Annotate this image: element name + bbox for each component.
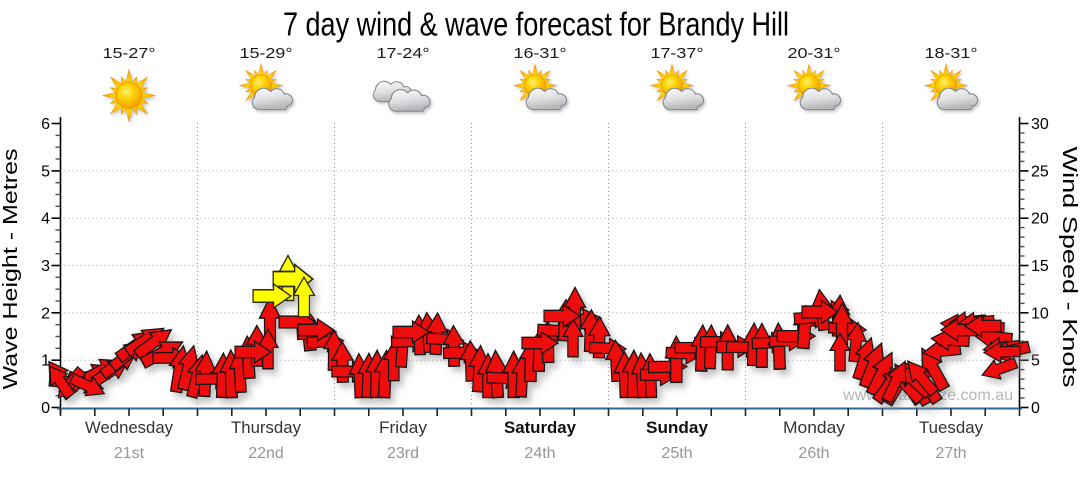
svg-text:Thursday: Thursday bbox=[231, 418, 301, 437]
svg-text:2: 2 bbox=[41, 305, 50, 322]
svg-text:Wednesday: Wednesday bbox=[85, 418, 173, 437]
svg-text:23rd: 23rd bbox=[387, 445, 419, 462]
svg-text:15: 15 bbox=[1031, 258, 1049, 275]
svg-text:17-37°: 17-37° bbox=[651, 45, 704, 62]
svg-text:10: 10 bbox=[1031, 305, 1049, 322]
svg-text:1: 1 bbox=[41, 353, 50, 370]
svg-text:15-27°: 15-27° bbox=[103, 45, 156, 62]
svg-text:4: 4 bbox=[41, 211, 50, 228]
svg-text:5: 5 bbox=[1031, 353, 1040, 370]
svg-text:Wave Height - Metres: Wave Height - Metres bbox=[0, 149, 22, 390]
svg-text:0: 0 bbox=[1031, 400, 1040, 417]
svg-text:18-31°: 18-31° bbox=[925, 45, 978, 62]
svg-text:27th: 27th bbox=[935, 445, 966, 462]
svg-text:25th: 25th bbox=[661, 445, 692, 462]
svg-text:7 day wind & wave forecast for: 7 day wind & wave forecast for Brandy Hi… bbox=[283, 6, 789, 43]
svg-text:Wind Speed - Knots: Wind Speed - Knots bbox=[1058, 147, 1080, 388]
svg-text:22nd: 22nd bbox=[248, 445, 284, 462]
svg-text:Tuesday: Tuesday bbox=[919, 418, 983, 437]
svg-text:Friday: Friday bbox=[379, 418, 428, 437]
svg-text:21st: 21st bbox=[114, 445, 145, 462]
svg-text:Monday: Monday bbox=[783, 418, 846, 437]
svg-text:5: 5 bbox=[41, 163, 50, 180]
svg-text:Saturday: Saturday bbox=[504, 418, 577, 437]
svg-text:0: 0 bbox=[41, 400, 50, 417]
svg-text:15-29°: 15-29° bbox=[240, 45, 293, 62]
svg-text:3: 3 bbox=[41, 258, 50, 275]
svg-text:30: 30 bbox=[1031, 116, 1049, 133]
svg-text:6: 6 bbox=[41, 116, 50, 133]
svg-text:24th: 24th bbox=[524, 445, 555, 462]
svg-text:16-31°: 16-31° bbox=[514, 45, 567, 62]
svg-text:26th: 26th bbox=[798, 445, 829, 462]
svg-text:25: 25 bbox=[1031, 163, 1049, 180]
svg-text:Sunday: Sunday bbox=[646, 418, 709, 437]
svg-text:20-31°: 20-31° bbox=[788, 45, 841, 62]
svg-text:20: 20 bbox=[1031, 211, 1049, 228]
svg-text:17-24°: 17-24° bbox=[377, 45, 430, 62]
